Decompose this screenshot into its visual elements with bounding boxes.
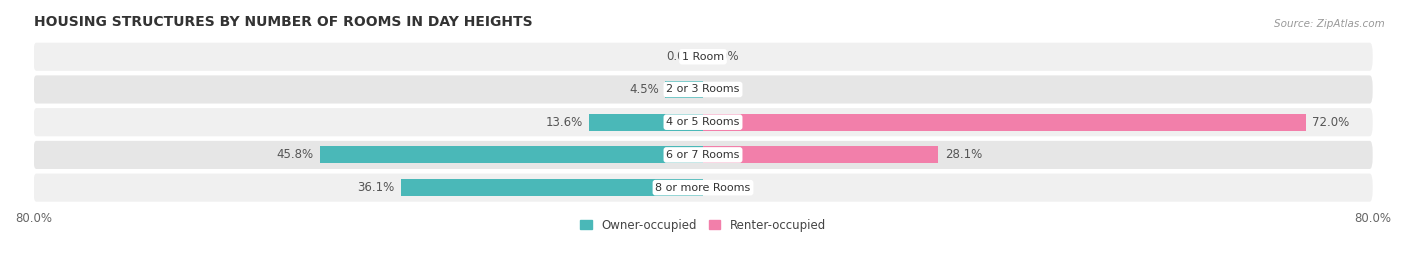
Text: 0.0%: 0.0%	[710, 83, 740, 96]
Text: 2 or 3 Rooms: 2 or 3 Rooms	[666, 85, 740, 94]
Text: 13.6%: 13.6%	[546, 116, 582, 129]
Legend: Owner-occupied, Renter-occupied: Owner-occupied, Renter-occupied	[579, 219, 827, 232]
FancyBboxPatch shape	[34, 174, 1372, 202]
Bar	[319, 146, 703, 163]
Text: 8 or more Rooms: 8 or more Rooms	[655, 183, 751, 193]
Bar	[703, 114, 1306, 131]
Bar	[703, 146, 938, 163]
Text: 0.0%: 0.0%	[666, 50, 696, 63]
Text: HOUSING STRUCTURES BY NUMBER OF ROOMS IN DAY HEIGHTS: HOUSING STRUCTURES BY NUMBER OF ROOMS IN…	[34, 15, 531, 29]
Text: 36.1%: 36.1%	[357, 181, 394, 194]
Text: 4.5%: 4.5%	[628, 83, 658, 96]
FancyBboxPatch shape	[34, 43, 1372, 71]
Text: 4 or 5 Rooms: 4 or 5 Rooms	[666, 117, 740, 127]
FancyBboxPatch shape	[34, 75, 1372, 103]
Text: 6 or 7 Rooms: 6 or 7 Rooms	[666, 150, 740, 160]
Text: 0.0%: 0.0%	[710, 181, 740, 194]
Bar	[401, 179, 703, 196]
Text: 28.1%: 28.1%	[945, 148, 983, 161]
Text: 72.0%: 72.0%	[1312, 116, 1350, 129]
Bar	[589, 114, 703, 131]
Text: Source: ZipAtlas.com: Source: ZipAtlas.com	[1274, 19, 1385, 29]
FancyBboxPatch shape	[34, 108, 1372, 136]
Text: 1 Room: 1 Room	[682, 52, 724, 62]
FancyBboxPatch shape	[34, 141, 1372, 169]
Bar	[665, 81, 703, 98]
Text: 0.0%: 0.0%	[710, 50, 740, 63]
Text: 45.8%: 45.8%	[276, 148, 314, 161]
